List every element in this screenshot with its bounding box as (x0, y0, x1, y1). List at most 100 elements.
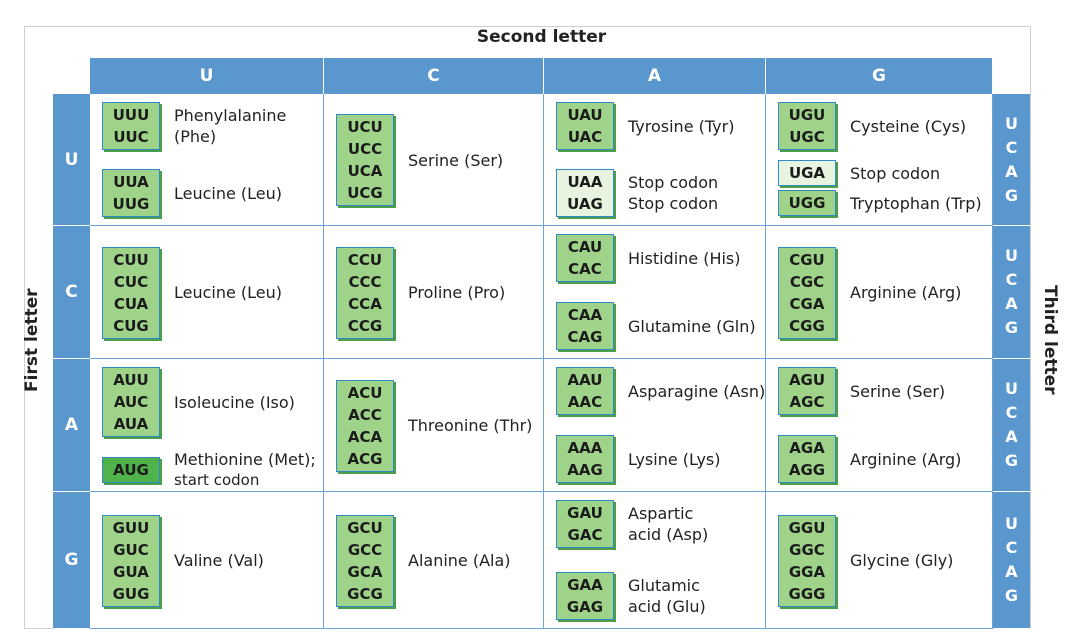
codon-text: GAA (567, 576, 603, 594)
amino-acid-text: Threonine (Thr) (408, 416, 533, 435)
amino-acid-label: Tyrosine (Tyr) (628, 116, 734, 137)
amino-acid-text: Tyrosine (Tyr) (628, 116, 735, 136)
codon-box: AUU AUC AUA (102, 367, 160, 437)
column-header-a: A (544, 58, 766, 94)
codon-text: ACG (347, 449, 383, 468)
codon-cell-ug: UGU UGC Cysteine (Cys) UGA Stop codon UGG Tryp… (766, 94, 993, 226)
codon-text: GGC (789, 540, 825, 559)
amino-acid-text: Glutamine (Gln) (628, 316, 756, 336)
amino-acid-text: Tryptophan (Trp) (850, 193, 982, 213)
amino-acid-label: Isoleucine (Iso) (174, 392, 295, 413)
codon-text: UGC (789, 128, 825, 146)
codon-text: GAC (567, 526, 603, 544)
third-letter: U (1005, 514, 1018, 533)
amino-acid-text: Isoleucine (Iso) (174, 392, 295, 412)
amino-acid-label: Lysine (Lys) (628, 449, 721, 470)
codon-cell-ga: GAU GAC Aspartic acid (Asp) GAA GAG Glutamic ac… (544, 492, 766, 629)
amino-acid-text: Proline (Pro) (408, 283, 506, 302)
codon-text: AUU (113, 371, 149, 389)
codon-text: AGU (788, 371, 826, 389)
codon-box: CGU CGC CGA CGG (778, 246, 836, 339)
amino-acid-label: Threonine (Thr) (408, 415, 532, 436)
amino-acid-label: Stop codon Stop codon (628, 172, 718, 214)
amino-acid-text: start codon (174, 471, 260, 489)
codon-text: AGA (789, 439, 825, 457)
amino-acid-text: Stop codon (850, 163, 941, 183)
codon-cell-ag: AGU AGC Serine (Ser) AGA AGG Arginine (Arg) (766, 359, 993, 492)
codon-cell-uc: UCU UCC UCA UCG Serine (Ser) (324, 94, 544, 226)
amino-acid-label: Leucine (Leu) (174, 183, 282, 204)
codon-cell-gg: GGU GGC GGA GGG Glycine (Gly) (766, 492, 993, 629)
amino-acid-text: Phenylalanine (174, 106, 287, 125)
codon-text: AGG (788, 461, 826, 479)
codon-text: UUA (113, 173, 149, 191)
codon-cell-gc: GCU GCC GCA GCG Alanine (Ala) (324, 492, 544, 629)
amino-acid-text: Asparagine (Asn) (628, 381, 766, 401)
row-header-u: U (53, 94, 90, 226)
codon-box: GUU GUC GUA GUG (102, 514, 160, 607)
codon-text: GUU (112, 518, 150, 537)
codon-text: GCA (347, 562, 383, 581)
row-header-a: A (53, 359, 90, 492)
codon-box: CUU CUC CUA CUG (102, 246, 160, 339)
amino-acid-label: Tryptophan (Trp) (850, 193, 982, 214)
codon-text: GCU (347, 518, 383, 537)
third-letter: A (1005, 427, 1018, 446)
third-letter: G (1004, 185, 1019, 205)
codon-text: CCC (348, 272, 382, 291)
start-codon-box: AUG (102, 457, 160, 483)
amino-acid-label: Alanine (Ala) (408, 550, 511, 571)
codon-text: CGG (789, 316, 825, 335)
codon-text: UAA (567, 173, 603, 191)
amino-acid-text: Serine (Ser) (850, 381, 946, 401)
codon-text: AAU (567, 371, 603, 389)
codon-box: UUA UUG (102, 169, 160, 217)
amino-acid-label: Phenylalanine (Phe) (174, 105, 286, 147)
codon-text: CAC (568, 260, 602, 278)
row-header-g: G (53, 492, 90, 629)
first-letter-title: First letter (22, 288, 42, 392)
codon-box: GGU GGC GGA GGG (778, 514, 836, 607)
codon-text: GCC (347, 540, 383, 559)
third-letter: U (1005, 246, 1018, 265)
amino-acid-text: Lysine (Lys) (628, 449, 721, 469)
codon-cell-aa: AAU AAC Asparagine (Asn) AAA AAG Lysine (Lys) (544, 359, 766, 492)
codon-text: CCA (348, 294, 382, 313)
codon-cell-ca: CAU CAC Histidine (His) CAA CAG Glutamine (Gl… (544, 226, 766, 359)
amino-acid-label: Leucine (Leu) (174, 282, 282, 303)
codon-text: CCG (347, 316, 383, 335)
codon-box: CAA CAG (556, 302, 614, 350)
codon-text: UGA (788, 164, 826, 182)
amino-acid-label: Cysteine (Cys) (850, 116, 966, 137)
third-letter: G (1004, 586, 1019, 605)
codon-text: UCC (347, 140, 383, 158)
third-letter: C (1005, 137, 1018, 157)
third-letter: C (1005, 403, 1018, 422)
third-letter: C (1005, 538, 1018, 557)
codon-box: UGG (778, 190, 836, 216)
amino-acid-label: Asparagine (Asn) (628, 381, 765, 402)
stop-codon-box: UGA (778, 160, 836, 186)
third-letter: U (1005, 113, 1018, 133)
codon-text: AAA (567, 439, 603, 457)
codon-text: CUU (113, 250, 149, 269)
codon-text: CAG (567, 328, 603, 346)
amino-acid-text: acid (Glu) (628, 597, 706, 616)
codon-text: UAC (567, 128, 603, 146)
codon-box: AGU AGC (778, 367, 836, 415)
codon-box: CCU CCC CCA CCG (336, 246, 394, 339)
amino-acid-text: Glutamic (628, 576, 700, 595)
codon-text: CGC (789, 272, 825, 291)
amino-acid-label: Glutamine (Gln) (628, 316, 756, 337)
third-letter: U (1005, 379, 1018, 398)
codon-text: AUA (113, 415, 149, 433)
third-letter: A (1005, 562, 1018, 581)
codon-text: GGG (788, 584, 826, 603)
codon-cell-gu: GUU GUC GUA GUG Valine (Val) (90, 492, 324, 629)
codon-text: ACC (348, 405, 382, 424)
amino-acid-label: Arginine (Arg) (850, 282, 961, 303)
amino-acid-label: Histidine (His) (628, 248, 741, 269)
codon-text: GCG (347, 584, 383, 603)
